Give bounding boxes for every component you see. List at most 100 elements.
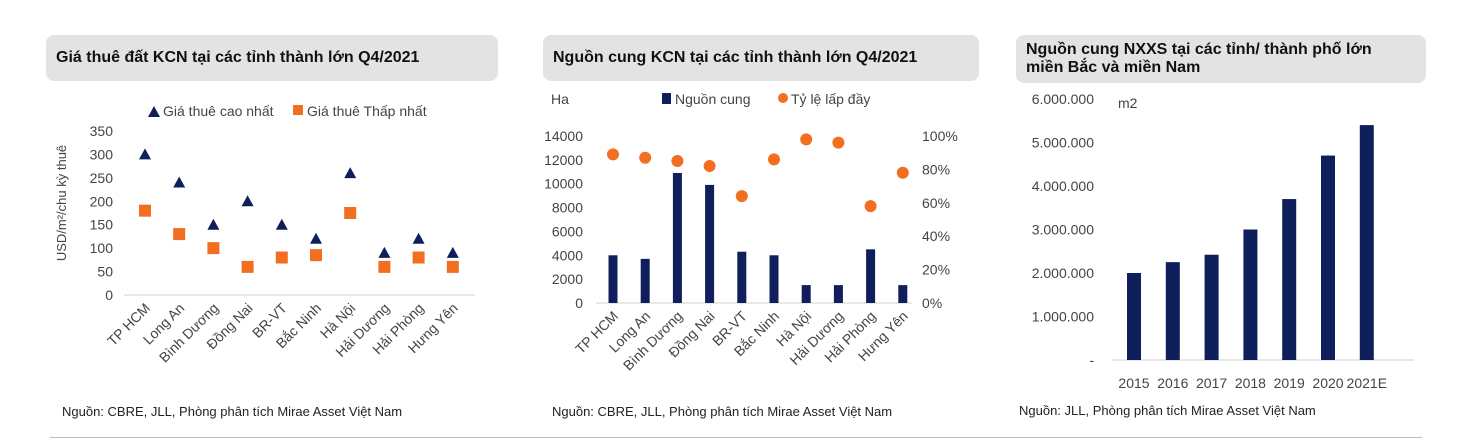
- chart1-point-min: [173, 228, 186, 241]
- chart1-point-min: [446, 260, 459, 273]
- chart3-bar: [1127, 273, 1141, 360]
- chart1-point-max: [310, 232, 322, 244]
- chart2-dot: [896, 166, 909, 179]
- chart3-y-tick: 4.000.000: [1032, 178, 1094, 194]
- chart1-point-min: [412, 251, 425, 264]
- chart3-y-label: m2: [1118, 95, 1138, 111]
- chart2-y-tick: 2000: [552, 271, 583, 287]
- chart1-point-min: [344, 207, 357, 219]
- chart1-y-tick: 200: [90, 193, 114, 209]
- chart1-point-max: [344, 167, 357, 179]
- chart1-point-max: [446, 246, 459, 258]
- chart3-title-line2: miền Bắc và miền Nam: [1026, 59, 1201, 76]
- chart2-y-tick: 10000: [544, 176, 583, 192]
- chart3-y-tick: 5.000.000: [1032, 135, 1094, 151]
- chart2-bar: [640, 258, 650, 303]
- chart3-bar: [1321, 155, 1335, 360]
- chart2-bar: [705, 184, 715, 303]
- chart2-y2-tick: 0%: [922, 295, 942, 311]
- chart1-point-max: [241, 195, 254, 207]
- chart1-y-tick: 0: [105, 287, 113, 303]
- chart1-legend-square-icon: [293, 105, 303, 115]
- chart2-bar: [769, 255, 779, 303]
- chart1-title: Giá thuê đất KCN tại các tỉnh thành lớn …: [46, 35, 498, 81]
- chart2-y-tick: 8000: [552, 200, 583, 216]
- chart2-dot: [800, 133, 813, 146]
- chart1-y-tick: 50: [97, 264, 113, 280]
- chart1-y-label: USD/m²/chu kỳ thuê: [54, 145, 69, 261]
- chart2-y-tick: 12000: [544, 152, 583, 168]
- chart1-point-max: [275, 218, 288, 230]
- chart3-x-tick: 2020: [1312, 375, 1343, 391]
- chart3-x-tick: 2019: [1274, 375, 1305, 391]
- chart1-legend-triangle-icon: [148, 106, 160, 117]
- chart1-source: Nguồn: CBRE, JLL, Phòng phân tích Mirae …: [62, 404, 403, 419]
- chart1-point-min: [275, 251, 288, 264]
- chart3-y-tick: 6.000.000: [1032, 91, 1094, 107]
- chart3-title-line1: Nguồn cung NXXS tại các tỉnh/ thành phố …: [1026, 41, 1372, 58]
- chart2-y2-tick: 80%: [922, 161, 950, 177]
- chart3-y-tick: 3.000.000: [1032, 222, 1094, 238]
- chart2-dot: [671, 155, 684, 168]
- chart1-point-min: [139, 204, 151, 217]
- chart2-bar: [672, 172, 682, 303]
- chart1-point-max: [207, 218, 220, 230]
- chart2-y-tick: 4000: [552, 247, 583, 263]
- chart2-y-tick: 14000: [544, 128, 583, 144]
- chart2-dot: [832, 136, 845, 149]
- chart3-x-tick: 2017: [1196, 375, 1227, 391]
- chart2-bar: [898, 285, 908, 303]
- chart3-bar: [1243, 229, 1258, 360]
- chart2-dot: [768, 153, 780, 166]
- chart2-bar: [833, 285, 843, 303]
- chart3-bar: [1204, 254, 1219, 360]
- chart1-y-tick: 150: [90, 217, 114, 233]
- chart3-bar: [1165, 262, 1180, 360]
- chart2-legend-label: Nguồn cung: [675, 91, 751, 107]
- chart2-dot: [735, 190, 748, 203]
- chart3-x-tick: 2021E: [1347, 375, 1387, 391]
- bottom-divider: [50, 437, 1422, 438]
- chart1-point-max: [412, 232, 425, 244]
- chart3-x-tick: 2015: [1118, 375, 1149, 391]
- chart1-point-min: [378, 260, 391, 273]
- chart1-point-max: [139, 148, 151, 160]
- chart3-source: Nguồn: JLL, Phòng phân tích Mirae Asset …: [1019, 403, 1316, 418]
- chart2-dot: [607, 148, 619, 161]
- chart1-legend-label: Giá thuê Thấp nhất: [307, 103, 427, 119]
- chart2-y2-tick: 60%: [922, 195, 950, 211]
- chart3-y-tick: 2.000.000: [1032, 265, 1094, 281]
- chart1-y-tick: 250: [90, 170, 114, 186]
- chart1-legend-label: Giá thuê cao nhất: [163, 103, 274, 119]
- chart2-dot: [864, 200, 877, 213]
- chart2-legend-label: Tỷ lệ lấp đầy: [791, 91, 870, 107]
- chart2-y-tick: 6000: [552, 223, 583, 239]
- chart3-y-tick: -: [1089, 352, 1094, 368]
- chart1-point-min: [241, 260, 254, 273]
- chart2-y-label: Ha: [551, 91, 569, 107]
- chart2-y-tick: 0: [575, 295, 583, 311]
- chart2-bar: [737, 251, 747, 303]
- chart2-source: Nguồn: CBRE, JLL, Phòng phân tích Mirae …: [552, 404, 893, 419]
- chart2-bar: [801, 285, 811, 303]
- chart1-point-max: [378, 246, 391, 258]
- chart2-legend-dot-icon: [778, 93, 788, 103]
- chart2-dot: [639, 151, 652, 164]
- chart3-x-tick: 2018: [1235, 375, 1266, 391]
- chart1-y-tick: 300: [90, 146, 114, 162]
- chart2-title: Nguồn cung KCN tại các tỉnh thành lớn Q4…: [543, 35, 979, 81]
- chart2-bar: [866, 249, 876, 303]
- chart3-bar: [1282, 199, 1297, 360]
- chart2-bar: [608, 255, 618, 303]
- chart1-y-tick: 350: [90, 123, 114, 139]
- chart1-point-max: [173, 176, 186, 188]
- chart3-x-tick: 2016: [1157, 375, 1188, 391]
- chart2-y2-tick: 100%: [922, 128, 958, 144]
- chart3-bar: [1359, 125, 1374, 360]
- chart2-legend-bar-icon: [662, 93, 671, 104]
- chart2-y2-tick: 20%: [922, 262, 950, 278]
- chart3-y-tick: 1.000.000: [1032, 309, 1094, 325]
